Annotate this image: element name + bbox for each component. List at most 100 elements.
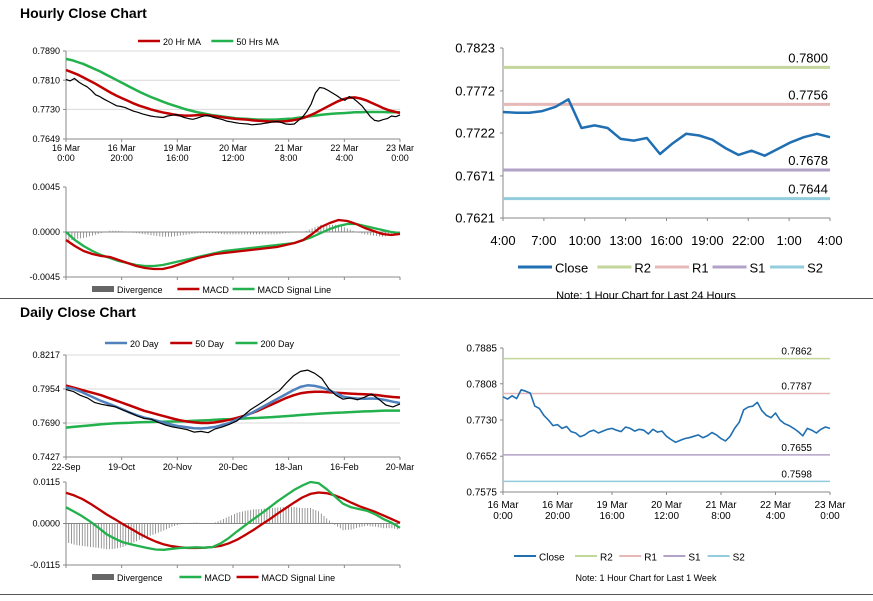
- week-legend-label: R1: [644, 553, 657, 564]
- hourly-price-ma-x-tick-label: 20 Mar: [219, 143, 247, 153]
- hourly-1week-y-tick-label: 0.7885: [466, 344, 497, 355]
- hourly-price-ma-x-tick-label: 16 Mar: [108, 143, 136, 153]
- daily-macd-y-tick-label: 0.0115: [33, 477, 60, 487]
- hourly-price-ma-x-tick-label: 20:00: [110, 153, 133, 163]
- hourly-1week-x-tick-label: 8:00: [711, 511, 731, 522]
- hourly-24h-y-tick-label: 0.7772: [455, 83, 495, 98]
- bottom-divider: [0, 594, 873, 595]
- hourly-macd-legend-label: MACD Signal Line: [258, 285, 332, 295]
- week-level-r2-label: 0.7862: [781, 347, 812, 358]
- hourly-24h-x-tick-label: 22:00: [732, 233, 765, 248]
- hourly-price-ma-x-tick-label: 8:00: [280, 153, 298, 163]
- hourly-1week-x-tick-label: 4:00: [766, 511, 786, 522]
- daily-price-ma-x-tick-label: 22-Sep: [51, 462, 80, 472]
- daily-ma-legend-label: 50 Day: [195, 339, 224, 349]
- hourly-24h-x-tick-label: 1:00: [776, 233, 801, 248]
- ma-50-line: [65, 57, 400, 121]
- hourly-price-ma-y-tick-label: 0.7649: [32, 134, 60, 144]
- price-line: [65, 77, 401, 126]
- hourly-1week-x-tick-label: 0:00: [820, 511, 840, 522]
- hourly-24h-legend-label: R2: [634, 261, 651, 276]
- hourly-macd-line: [65, 218, 401, 271]
- hourly-1week-x-tick-label: 0:00: [493, 511, 513, 522]
- hourly-price-ma-x-tick-label: 0:00: [57, 153, 75, 163]
- hourly-1week-y-tick-label: 0.7808: [466, 379, 497, 390]
- hourly-24h-legend-label: S2: [807, 261, 823, 276]
- hourly-1week-x-tick-label: 22 Mar: [760, 500, 792, 511]
- hourly-price-ma-x-tick-label: 12:00: [222, 153, 245, 163]
- hourly-24h-legend-label: R1: [692, 261, 709, 276]
- hourly-price-ma-x-tick-label: 16 Mar: [52, 143, 80, 153]
- hourly-1week-y-tick-label: 0.7575: [466, 488, 497, 499]
- hourly-price-ma-x-tick-label: 0:00: [391, 153, 409, 163]
- daily-price-ma-x-tick-label: 16-Feb: [330, 462, 359, 472]
- level-r2-label: 0.7800: [788, 50, 828, 65]
- daily-section-title: Daily Close Chart: [20, 304, 136, 320]
- daily-price-ma-x-tick-label: 19-Oct: [108, 462, 136, 472]
- daily-price-ma-x-tick-label: 20-Mar: [386, 462, 415, 472]
- daily-price-ma-x-tick-label: 20-Dec: [218, 462, 248, 472]
- week-legend-label: Close: [539, 553, 565, 564]
- hourly-price-ma-x-tick-label: 4:00: [336, 153, 354, 163]
- week-note: Note: 1 Hour Chart for Last 1 Week: [576, 573, 717, 583]
- daily-price-ma-y-tick-label: 0.7690: [32, 418, 60, 428]
- hourly-ma-legend-label: 50 Hrs MA: [236, 37, 279, 47]
- hourly-price-ma-x-tick-label: 19 Mar: [163, 143, 191, 153]
- hourly-24h-x-tick-label: 16:00: [650, 233, 683, 248]
- hourly-1week-x-tick-label: 16 Mar: [487, 500, 519, 511]
- hourly-24h-x-tick-label: 4:00: [490, 233, 515, 248]
- daily-price-ma-y-tick-label: 0.7954: [32, 384, 60, 394]
- close-line: [502, 98, 831, 157]
- week-level-s1-label: 0.7655: [781, 443, 812, 454]
- hourly-price-ma-x-tick-label: 16:00: [166, 153, 189, 163]
- hourly-ma-legend-label: 20 Hr MA: [163, 37, 201, 47]
- daily-price-ma-x-tick-label: 20-Nov: [163, 462, 193, 472]
- week-legend-label: S2: [733, 553, 746, 564]
- hourly-price-ma-y-tick-label: 0.7890: [32, 46, 60, 56]
- daily-ma-legend-label: 200 Day: [260, 339, 294, 349]
- hourly-24h-x-tick-label: 10:00: [568, 233, 601, 248]
- hourly-1week-x-tick-label: 16:00: [599, 511, 624, 522]
- hourly-macd-y-tick-label: 0.0045: [32, 182, 60, 192]
- daily-price-line: [65, 369, 401, 434]
- week-level-r1-label: 0.7787: [781, 382, 812, 393]
- hourly-24h-y-tick-label: 0.7823: [455, 41, 495, 56]
- hourly-macd-legend-label: Divergence: [117, 285, 163, 295]
- hourly-1week-y-tick-label: 0.7730: [466, 416, 497, 427]
- level-s2-label: 0.7644: [788, 182, 828, 197]
- hourly-section-title: Hourly Close Chart: [20, 5, 147, 21]
- hourly-24h-x-tick-label: 19:00: [691, 233, 724, 248]
- level-s1-label: 0.7678: [788, 153, 828, 168]
- hourly-macd-y-tick-label: 0.0000: [32, 227, 60, 237]
- hourly-price-ma-y-tick-label: 0.7810: [32, 75, 60, 85]
- hourly-price-ma-x-tick-label: 22 Mar: [330, 143, 358, 153]
- hourly-1week-x-tick-label: 19 Mar: [596, 500, 628, 511]
- daily-macd-legend-label: MACD: [204, 573, 231, 583]
- hourly-24h-x-tick-label: 13:00: [609, 233, 642, 248]
- hourly-price-ma-y-tick-label: 0.7730: [32, 105, 60, 115]
- daily-ma-legend-label: 20 Day: [130, 339, 159, 349]
- hourly-1week-x-tick-label: 16 Mar: [542, 500, 574, 511]
- hourly-macd-y-tick-label: -0.0045: [29, 272, 60, 282]
- level-r1-label: 0.7756: [788, 87, 828, 102]
- hourly-24h-x-tick-label: 7:00: [531, 233, 556, 248]
- hourly-24h-legend-label: S1: [750, 261, 766, 276]
- daily-macd-legend-label: MACD Signal Line: [262, 573, 336, 583]
- week-close-line: [502, 388, 831, 444]
- ma-50-day-line: [65, 384, 401, 425]
- hourly-24h-legend-label: Close: [555, 261, 588, 276]
- hourly-24h-y-tick-label: 0.7722: [455, 126, 495, 141]
- hourly-1week-y-tick-label: 0.7652: [466, 452, 497, 463]
- daily-price-ma-y-tick-label: 0.8217: [32, 350, 60, 360]
- hourly-24h-note: Note: 1 Hour Chart for Last 24 Hours: [556, 290, 736, 302]
- hourly-24h-x-tick-label: 4:00: [817, 233, 842, 248]
- hourly-1week-x-tick-label: 23 Mar: [814, 500, 846, 511]
- week-level-s2-label: 0.7598: [781, 469, 812, 480]
- week-legend-label: S1: [688, 553, 701, 564]
- hourly-macd-legend-label: MACD: [202, 285, 229, 295]
- hourly-24h-y-tick-label: 0.7671: [455, 168, 495, 183]
- hourly-24h-y-tick-label: 0.7621: [455, 211, 495, 226]
- daily-price-ma-y-tick-label: 0.7427: [32, 452, 60, 462]
- daily-macd-y-tick-label: 0.0000: [32, 519, 60, 529]
